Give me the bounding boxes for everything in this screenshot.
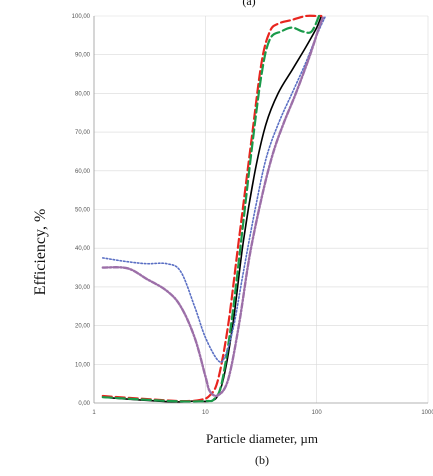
series-lines — [101, 14, 327, 403]
series-line-2 — [101, 14, 323, 403]
x-tick-labels: 1 10 100 1000 — [92, 410, 433, 416]
y-tick-label: 70,00 — [75, 130, 91, 136]
y-tick-label: 100,00 — [72, 14, 91, 20]
grid — [94, 15, 429, 403]
x-tick-label: 100 — [312, 410, 323, 416]
y-tick-label: 20,00 — [75, 324, 91, 330]
panel-label-top: (a) — [242, 0, 255, 8]
y-tick-label: 30,00 — [75, 285, 91, 291]
x-tick-label: 1000 — [421, 410, 433, 416]
panel-label-bottom: (b) — [255, 453, 269, 467]
y-tick-label: 10,00 — [75, 362, 91, 368]
x-tick-label: 1 — [92, 410, 96, 416]
x-axis-label: Particle diameter, µm — [206, 431, 318, 446]
series-line-3 — [101, 14, 321, 403]
axes — [93, 16, 428, 404]
x-tick-label: 10 — [202, 410, 209, 416]
y-tick-label: 50,00 — [75, 208, 91, 214]
y-tick-label: 40,00 — [75, 246, 91, 252]
y-tick-labels: 0,00 10,00 20,00 30,00 40,00 50,00 60,00 70,00 8… — [72, 14, 91, 407]
y-tick-label: 0,00 — [78, 401, 90, 407]
y-tick-label: 80,00 — [75, 91, 91, 97]
series-line-4 — [102, 15, 327, 363]
series-line-5 — [101, 14, 325, 398]
y-tick-label: 90,00 — [75, 53, 91, 59]
series-line-1 — [102, 15, 323, 403]
y-axis-label: Efficiency, % — [32, 209, 49, 296]
y-tick-label: 60,00 — [75, 169, 91, 175]
